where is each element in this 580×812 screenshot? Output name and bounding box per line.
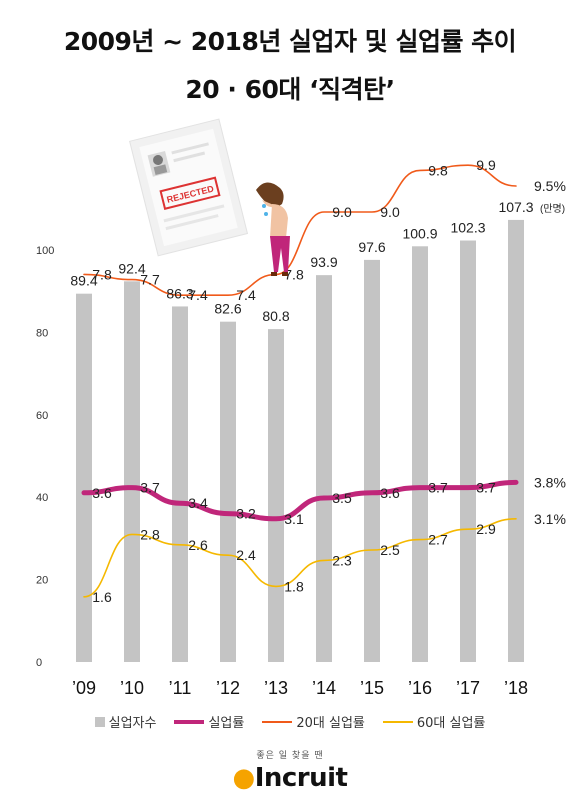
brand-tagline: 좋은 일 찾을 땐 [256, 751, 324, 761]
line-value-label: 2.9 [476, 521, 496, 537]
x-tick-label: ’18 [504, 678, 528, 698]
y-tick-label: 0 [36, 657, 42, 669]
line-value-label: 3.4 [188, 495, 208, 511]
bar-value-label: 107.3 [498, 199, 533, 215]
line-value-label: 2.3 [332, 552, 352, 568]
bar [316, 275, 332, 662]
y-tick-label: 80 [36, 327, 48, 339]
line-value-label: 9.9 [476, 157, 496, 173]
crying-person-illustration [256, 182, 290, 276]
line-value-label: 1.6 [92, 589, 112, 605]
line-value-label: 7.8 [92, 266, 112, 282]
line-value-label: 3.7 [476, 480, 496, 496]
bar-unit-label: (만명) [540, 203, 565, 215]
x-tick-label: ’09 [72, 678, 96, 698]
line-value-label: 2.5 [380, 542, 400, 558]
line-value-label: 3.1% [534, 511, 566, 527]
series-line [83, 164, 517, 297]
brand-footer: 좋은 일 찾을 땐 ●Incruit [0, 748, 580, 793]
line-value-label: 7.7 [140, 272, 160, 288]
resume-illustration: REJECTED [129, 118, 249, 257]
line-value-label: 3.2 [236, 506, 256, 522]
line-value-label: 1.8 [284, 578, 304, 594]
incruit-logo: ●Incruit [232, 763, 348, 793]
line-value-label: 9.8 [428, 162, 448, 178]
legend-item: 20대 실업률 [262, 712, 365, 731]
chart-legend: 실업자수 실업률 20대 실업률 60대 실업률 [0, 712, 580, 731]
bar [412, 246, 428, 663]
legend-label: 60대 실업률 [416, 716, 486, 731]
line-value-label: 2.6 [188, 537, 208, 553]
line-value-label: 3.8% [534, 474, 566, 490]
bar-value-label: 89.4 [70, 273, 97, 289]
chart-title: 2009년 ~ 2018년 실업자 및 실업률 추이 [63, 27, 517, 56]
bar-value-label: 92.4 [118, 260, 145, 276]
x-tick-label: ’10 [120, 678, 144, 698]
line-value-label: 7.8 [284, 266, 304, 282]
y-tick-label: 60 [36, 410, 48, 422]
line-value-label: 2.7 [428, 532, 448, 548]
line-value-label: 3.1 [284, 511, 304, 527]
line-value-label: 3.6 [380, 485, 400, 501]
line-value-label: 2.8 [140, 526, 160, 542]
x-tick-label: ’13 [264, 678, 288, 698]
bar-value-label: 82.6 [214, 301, 241, 317]
legend-swatch [94, 716, 105, 727]
x-tick-label: ’14 [312, 678, 336, 698]
bar-value-label: 80.8 [262, 308, 289, 324]
line-value-label: 7.4 [188, 287, 208, 303]
bar [508, 219, 524, 662]
y-tick-label: 40 [36, 492, 48, 504]
series-line [81, 479, 519, 522]
bar-value-label: 97.6 [358, 239, 385, 255]
brand-name: Incruit [254, 763, 348, 793]
line-value-label: 3.7 [428, 480, 448, 496]
bar [220, 321, 236, 662]
y-tick-label: 100 [36, 245, 54, 257]
legend-swatch [262, 720, 293, 723]
x-tick-label: ’15 [360, 678, 384, 698]
bar [268, 329, 284, 662]
legend-item: 60대 실업률 [382, 712, 486, 731]
bar-value-label: 86.3 [166, 285, 193, 301]
x-tick-label: ’11 [169, 678, 192, 698]
legend-label: 실업자수 [108, 716, 157, 731]
chart-subtitle: 20 · 60대 ‘직격탄’ [185, 75, 395, 104]
legend-swatch [174, 719, 205, 724]
legend-swatch [382, 720, 413, 723]
bar [460, 240, 476, 663]
legend-label: 20대 실업률 [296, 716, 365, 731]
bar [124, 281, 140, 662]
line-value-label: 9.5% [534, 178, 566, 194]
line-value-label: 3.5 [332, 490, 352, 506]
line-value-label: 7.4 [236, 287, 256, 303]
line-value-label: 3.6 [92, 485, 112, 501]
x-tick-label: ’17 [456, 678, 480, 698]
bar-value-label: 102.3 [450, 220, 485, 236]
series-line [83, 518, 517, 598]
legend-item: 실업자수 [94, 712, 157, 731]
bar-value-label: 93.9 [310, 254, 337, 270]
bar [76, 293, 92, 662]
y-tick-label: 20 [36, 575, 48, 587]
bar [364, 259, 380, 662]
x-tick-label: ’16 [408, 678, 432, 698]
bar-value-label: 100.9 [402, 225, 437, 241]
x-tick-label: ’12 [216, 678, 240, 698]
line-value-label: 3.7 [140, 480, 160, 496]
line-value-label: 2.4 [236, 547, 256, 563]
line-value-label: 9.0 [380, 204, 400, 220]
legend-item: 실업률 [174, 712, 244, 731]
legend-label: 실업률 [208, 716, 245, 731]
bar [172, 306, 188, 662]
line-value-label: 9.0 [332, 204, 352, 220]
